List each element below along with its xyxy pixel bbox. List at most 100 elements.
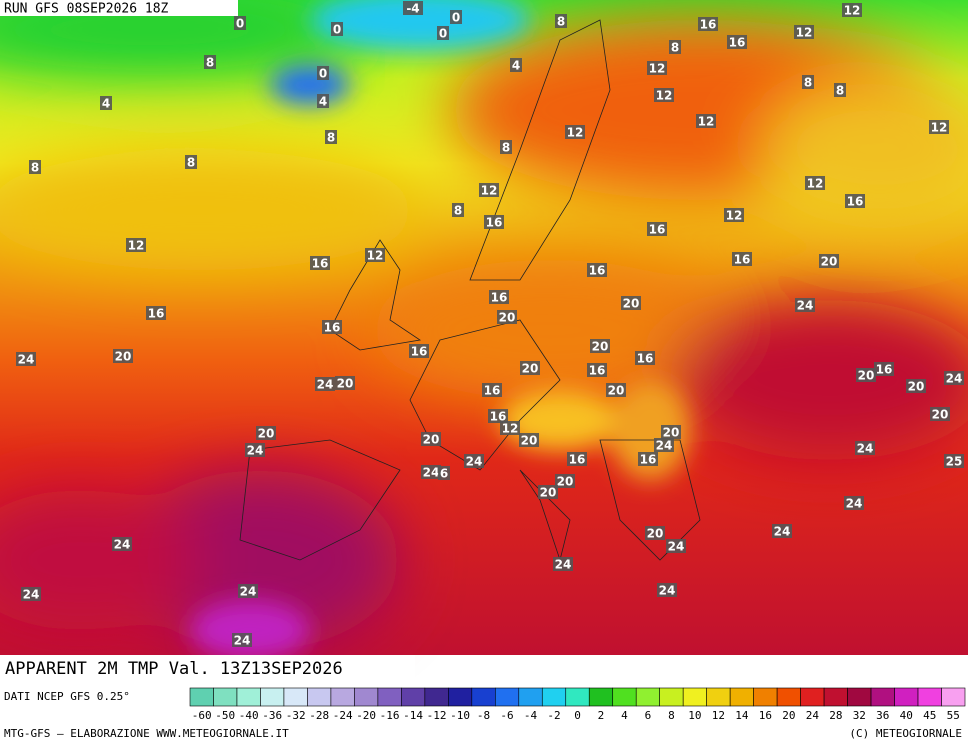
colorbar-label: -4 [524,709,538,722]
contour-label: 16 [569,453,586,467]
footer-copyright: (C) METEOGIORNALE [849,727,962,740]
label-box [654,438,674,452]
label-box [842,3,862,17]
contour-label: 16 [486,216,503,230]
label-box [555,474,575,488]
colorbar-swatch [612,687,637,707]
label-box [113,349,133,363]
colorbar-label: 6 [645,709,652,722]
label-box [21,587,41,601]
contour-label: 24 [18,353,35,367]
contour-label: 16 [411,345,428,359]
label-box [437,26,449,40]
contour-label: 24 [656,439,673,453]
contour-label: 16 [649,223,666,237]
label-box [479,183,499,197]
contour-label: 8 [804,76,812,90]
label-box [638,452,658,466]
contour-label: 16 [589,264,606,278]
contour-label: 20 [647,527,664,541]
label-box [484,215,504,229]
label-box [335,376,355,390]
label-box [696,114,716,128]
colorbar-label: 20 [782,709,795,722]
colorbar-swatch [870,687,895,707]
label-box [482,383,502,397]
contour-label: 24 [317,378,334,392]
colorbar-swatch [800,687,825,707]
colorbar-swatch [659,687,684,707]
label-box [315,377,335,391]
contour-label: 16 [876,363,893,377]
label-box [500,140,512,154]
label-box [421,465,441,479]
contour-label: 16 [729,36,746,50]
colorbar-label: 45 [923,709,936,722]
map [0,0,968,660]
label-box [698,17,718,31]
label-box [819,254,839,268]
label-box [845,194,865,208]
label-box [331,22,343,36]
label-box [520,361,540,375]
label-box [565,125,585,139]
colorbar-label: 55 [947,709,960,722]
label-box [204,55,216,69]
contour-label: 16 [324,321,341,335]
contour-label: 20 [540,486,557,500]
contour-label: 20 [115,350,132,364]
label-box [844,496,864,510]
label-box [500,421,520,435]
colorbar-swatch [776,687,801,707]
contour-label: 24 [946,372,963,386]
label-box [450,10,462,24]
label-box [185,155,197,169]
contour-label: 20 [337,377,354,391]
contour-label: 8 [31,161,39,175]
label-box [317,66,329,80]
contour-label: 12 [796,26,813,40]
label-box [497,310,517,324]
colorbar-label: -24 [333,709,353,722]
label-box [590,339,610,353]
label-box [112,537,132,551]
contour-label: 24 [659,584,676,598]
label-box [661,425,681,439]
label-box [647,222,667,236]
contour-label: 24 [774,525,791,539]
label-box [553,557,573,571]
colorbar-swatch [635,687,660,707]
colorbar-label: -8 [477,709,490,722]
contour-label: 24 [797,299,814,313]
colorbar-swatch [377,687,402,707]
label-box [929,120,949,134]
contour-label: 24 [247,444,264,458]
contour-label: 0 [452,11,460,25]
label-box [317,94,329,108]
contour-label: 20 [258,427,275,441]
label-box [606,383,626,397]
contour-label: 12 [367,249,384,263]
map-title: APPARENT 2M TMP Val. 13Z13SEP2026 [5,659,343,679]
colorbar-label: 28 [829,709,842,722]
contour-label: 24 [668,540,685,554]
label-box [452,203,464,217]
colorbar-label: 4 [621,709,628,722]
colorbar-label: -12 [427,709,447,722]
label-box [802,75,814,89]
colorbar-label: -28 [309,709,329,722]
contour-label: 12 [726,209,743,223]
label-box [403,1,423,15]
contour-label: 20 [557,475,574,489]
contour-label: -4 [406,2,419,16]
colorbar-swatch [917,687,942,707]
colorbar-swatch [283,687,308,707]
label-box [409,344,429,358]
colorbar-swatch [236,687,261,707]
label-box [805,176,825,190]
colorbar-swatch [260,687,285,707]
label-box [874,362,894,376]
colorbar-label: 36 [876,709,889,722]
contour-label: 20 [932,408,949,422]
